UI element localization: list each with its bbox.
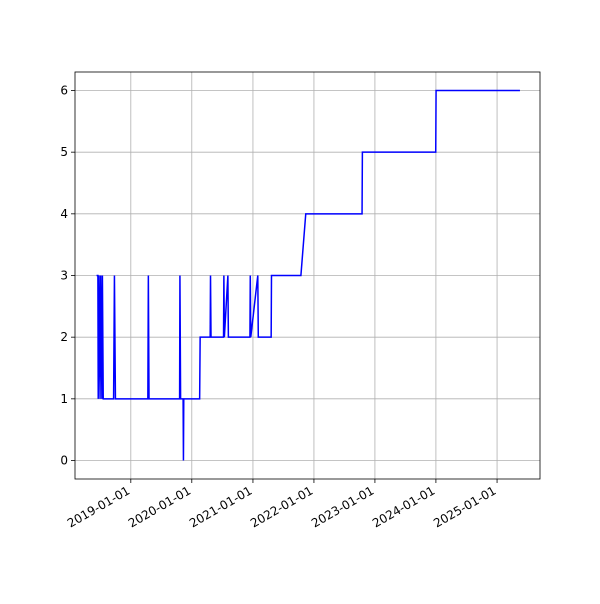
y-tick-label: 6 xyxy=(60,84,68,98)
y-tick-label: 0 xyxy=(60,454,68,468)
y-tick-label: 3 xyxy=(60,269,68,283)
y-tick-label: 4 xyxy=(60,207,68,221)
y-tick-label: 5 xyxy=(60,145,68,159)
y-tick-label: 1 xyxy=(60,392,68,406)
line xyxy=(96,89,520,461)
y-tick-label: 2 xyxy=(60,330,68,344)
plot-frame xyxy=(74,71,541,480)
